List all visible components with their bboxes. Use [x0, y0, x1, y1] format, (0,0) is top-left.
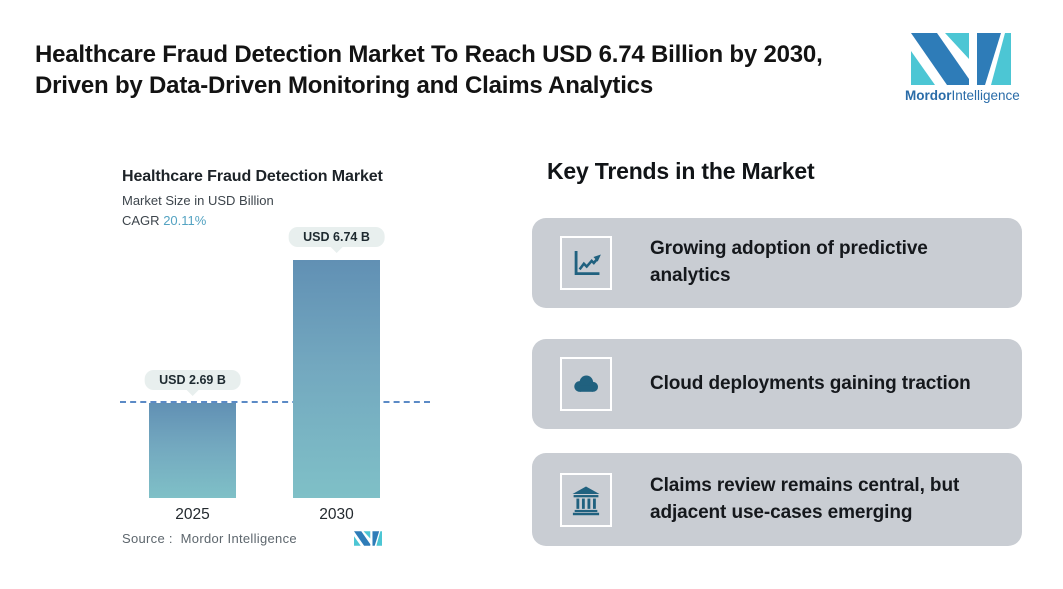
bar-value-pill: USD 6.74 B — [288, 227, 385, 247]
chart-title: Healthcare Fraud Detection Market — [122, 168, 383, 185]
pill-pointer — [330, 247, 343, 253]
icon-box — [560, 236, 612, 290]
bank-building-icon — [572, 486, 600, 515]
cagr-value: 20.11% — [163, 213, 207, 228]
bar-chart: USD 2.69 B 2025 USD 6.74 B 2030 — [120, 227, 430, 523]
trend-text: Cloud deployments gaining traction — [650, 372, 971, 394]
chart-cagr: CAGR 20.11% — [122, 213, 383, 228]
cloud-icon — [574, 375, 599, 392]
mordor-intelligence-logo-small-icon — [354, 531, 382, 546]
axis-label-2030: 2030 — [319, 506, 354, 523]
pill-pointer — [186, 390, 199, 396]
brand-logo: MordorIntelligence — [905, 33, 1020, 103]
source-value: Mordor Intelligence — [180, 531, 297, 546]
source-text: Source : Mordor Intelligence — [122, 531, 297, 546]
brand-name-regular: Intelligence — [951, 88, 1020, 103]
bar-group-2030: USD 6.74 B 2030 — [288, 227, 385, 523]
icon-box — [560, 472, 612, 527]
bar-group-2025: USD 2.69 B 2025 — [144, 233, 241, 523]
bar-2025 — [149, 403, 236, 498]
brand-name: MordorIntelligence — [905, 88, 1020, 103]
bar-value-label-2025: USD 2.69 B — [144, 370, 241, 396]
brand-name-bold: Mordor — [905, 88, 952, 103]
trends-heading: Key Trends in the Market — [547, 158, 815, 184]
page-title-line1: Healthcare Fraud Detection Market To Rea… — [35, 41, 823, 68]
cagr-label: CAGR — [122, 213, 160, 228]
trend-card-claims-review: Claims review remains central, but adjac… — [532, 453, 1022, 546]
trend-card-predictive-analytics: Growing adoption of predictive analytics — [532, 218, 1022, 308]
bar-value-label-2030: USD 6.74 B — [288, 227, 385, 253]
axis-label-2025: 2025 — [175, 506, 210, 523]
trend-card-cloud-deployments: Cloud deployments gaining traction — [532, 339, 1022, 429]
source-label: Source : — [122, 531, 173, 546]
chart-header: Healthcare Fraud Detection Market Market… — [122, 168, 383, 228]
mordor-intelligence-logo-icon — [911, 33, 1011, 85]
reference-dashed-line — [120, 401, 430, 403]
icon-box — [560, 357, 612, 411]
trend-line-chart-icon — [574, 250, 601, 276]
trend-text: Claims review remains central, but adjac… — [650, 474, 960, 523]
page-title-line2: Driven by Data-Driven Monitoring and Cla… — [35, 71, 653, 99]
trend-text: Growing adoption of predictive analytics — [650, 238, 928, 286]
chart-source: Source : Mordor Intelligence — [122, 531, 382, 546]
page-title: Healthcare Fraud Detection Market To Rea… — [35, 40, 823, 102]
bar-value-pill: USD 2.69 B — [144, 370, 241, 390]
chart-subtitle: Market Size in USD Billion — [122, 193, 274, 208]
bar-2030 — [293, 260, 380, 498]
